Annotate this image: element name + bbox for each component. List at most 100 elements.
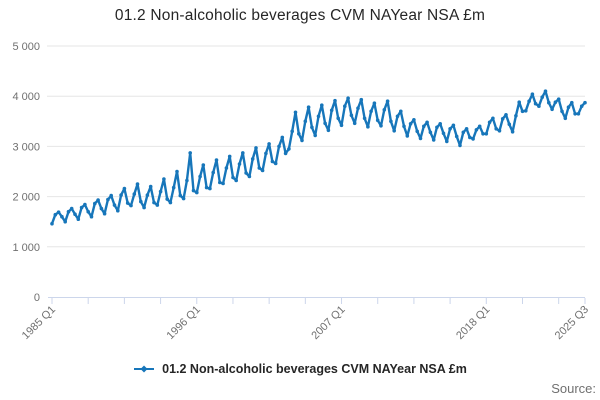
data-point[interactable] <box>454 134 459 139</box>
data-point[interactable] <box>273 161 278 166</box>
data-point[interactable] <box>362 116 367 121</box>
data-point[interactable] <box>102 211 107 216</box>
data-point[interactable] <box>201 163 206 167</box>
data-point[interactable] <box>99 206 104 211</box>
data-point[interactable] <box>491 116 495 121</box>
data-point[interactable] <box>359 97 364 102</box>
data-point[interactable] <box>517 100 521 104</box>
data-point[interactable] <box>560 109 564 114</box>
data-point[interactable] <box>208 186 212 191</box>
data-point[interactable] <box>96 198 100 202</box>
data-point[interactable] <box>389 119 393 124</box>
data-point[interactable] <box>93 201 97 206</box>
data-point[interactable] <box>198 174 202 179</box>
data-point[interactable] <box>474 128 479 132</box>
data-point[interactable] <box>106 197 110 202</box>
data-point[interactable] <box>504 113 508 117</box>
data-point[interactable] <box>56 210 61 214</box>
data-point[interactable] <box>218 180 222 185</box>
data-point[interactable] <box>267 142 271 146</box>
data-point[interactable] <box>547 100 551 105</box>
data-point[interactable] <box>310 125 314 130</box>
data-point[interactable] <box>287 147 291 151</box>
data-point[interactable] <box>510 130 515 134</box>
data-point[interactable] <box>178 193 183 198</box>
legend-series-label[interactable]: 01.2 Non-alcoholic beverages CVM NAYear … <box>162 362 467 376</box>
data-point[interactable] <box>445 139 449 144</box>
data-point[interactable] <box>158 189 163 194</box>
data-point[interactable] <box>204 185 209 190</box>
data-point[interactable] <box>579 104 584 108</box>
data-point[interactable] <box>260 168 265 173</box>
data-point[interactable] <box>583 100 587 105</box>
data-point[interactable] <box>527 99 531 103</box>
data-point[interactable] <box>247 174 252 179</box>
data-point[interactable] <box>395 114 400 119</box>
data-point[interactable] <box>188 151 192 155</box>
data-point[interactable] <box>112 203 117 207</box>
legend-series-marker-icon[interactable] <box>133 364 155 374</box>
data-point[interactable] <box>343 104 347 108</box>
data-point[interactable] <box>297 132 301 136</box>
data-point[interactable] <box>415 129 420 134</box>
data-point[interactable] <box>66 209 71 214</box>
data-point[interactable] <box>431 138 436 142</box>
data-point[interactable] <box>484 132 489 136</box>
data-point[interactable] <box>369 109 373 114</box>
data-point[interactable] <box>231 175 235 180</box>
data-point[interactable] <box>83 202 87 207</box>
data-point[interactable] <box>181 196 186 201</box>
data-point[interactable] <box>399 109 403 114</box>
data-point[interactable] <box>237 162 242 166</box>
data-point[interactable] <box>257 166 262 170</box>
data-point[interactable] <box>524 109 528 113</box>
data-point[interactable] <box>323 121 327 126</box>
data-point[interactable] <box>241 151 245 155</box>
data-point[interactable] <box>530 92 535 96</box>
data-point[interactable] <box>283 151 288 156</box>
data-point[interactable] <box>494 127 499 131</box>
data-point[interactable] <box>293 110 298 115</box>
data-point[interactable] <box>333 98 337 103</box>
data-point[interactable] <box>543 89 548 93</box>
data-point[interactable] <box>537 104 541 108</box>
data-point[interactable] <box>418 136 423 141</box>
data-point[interactable] <box>458 143 462 148</box>
data-point[interactable] <box>412 118 416 122</box>
data-point[interactable] <box>372 101 377 105</box>
data-point[interactable] <box>116 208 120 213</box>
data-point[interactable] <box>533 101 538 106</box>
data-point[interactable] <box>461 130 466 135</box>
data-point[interactable] <box>152 200 156 205</box>
data-point[interactable] <box>329 108 334 113</box>
data-point[interactable] <box>366 125 370 129</box>
data-point[interactable] <box>303 119 308 124</box>
data-point[interactable] <box>142 205 146 210</box>
data-point[interactable] <box>185 178 189 183</box>
data-point[interactable] <box>313 133 318 138</box>
data-point[interactable] <box>556 97 561 101</box>
data-point[interactable] <box>514 114 518 118</box>
data-point[interactable] <box>300 138 304 143</box>
data-point[interactable] <box>316 114 321 119</box>
data-point[interactable] <box>570 100 574 105</box>
data-point[interactable] <box>165 197 169 201</box>
data-point[interactable] <box>379 124 383 128</box>
data-point[interactable] <box>145 193 150 197</box>
data-point[interactable] <box>148 184 153 189</box>
data-point[interactable] <box>119 193 123 197</box>
data-point[interactable] <box>356 106 360 110</box>
data-point[interactable] <box>221 181 225 186</box>
data-point[interactable] <box>76 217 81 221</box>
data-point[interactable] <box>135 182 140 186</box>
data-point[interactable] <box>63 219 67 224</box>
data-point[interactable] <box>244 171 248 175</box>
data-point[interactable] <box>270 159 275 164</box>
data-point[interactable] <box>576 112 581 116</box>
data-point[interactable] <box>382 108 387 112</box>
data-point[interactable] <box>435 125 439 130</box>
data-point[interactable] <box>277 144 281 149</box>
data-point[interactable] <box>214 158 219 162</box>
data-point[interactable] <box>438 122 443 126</box>
data-point[interactable] <box>487 120 492 125</box>
